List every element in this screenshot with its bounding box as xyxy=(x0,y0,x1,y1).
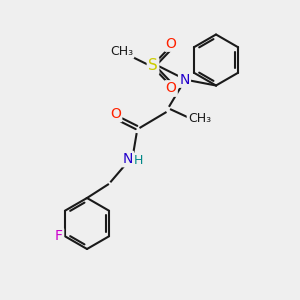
Text: N: N xyxy=(179,73,190,86)
Text: F: F xyxy=(55,229,63,243)
Text: O: O xyxy=(166,82,176,95)
Text: CH₃: CH₃ xyxy=(188,112,211,125)
Text: H: H xyxy=(133,154,143,167)
Text: S: S xyxy=(148,58,158,74)
Text: O: O xyxy=(110,107,121,121)
Text: CH₃: CH₃ xyxy=(110,44,133,58)
Text: O: O xyxy=(166,37,176,50)
Text: N: N xyxy=(122,152,133,166)
